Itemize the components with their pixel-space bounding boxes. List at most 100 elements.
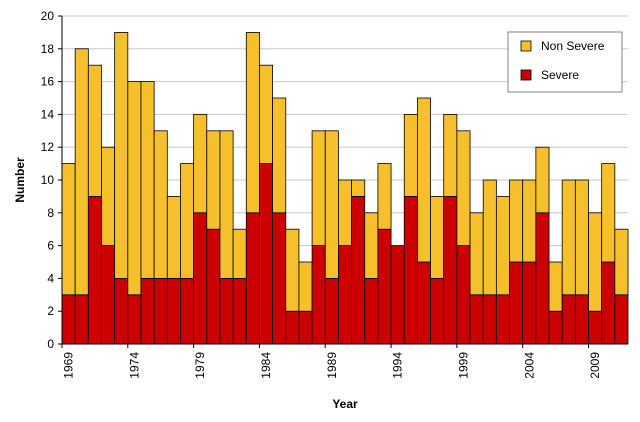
bar-severe-2005 <box>535 212 550 345</box>
bar-severe-1995 <box>403 195 418 345</box>
x-tick-label: 1974 <box>127 352 141 379</box>
bar-severe-1990 <box>338 245 352 345</box>
bar-non-severe-1998 <box>443 114 458 197</box>
x-tick-label: 1984 <box>259 352 273 379</box>
bar-non-severe-1997 <box>430 195 445 279</box>
bar-severe-1986 <box>285 310 300 345</box>
bar-severe-1976 <box>153 277 168 345</box>
bar-non-severe-2000 <box>469 212 484 296</box>
bar-severe-1970 <box>74 294 89 345</box>
bar-non-severe-1988 <box>311 130 326 247</box>
bar-non-severe-2003 <box>509 179 524 263</box>
bar-severe-2008 <box>574 294 589 345</box>
bar-non-severe-1975 <box>140 81 155 279</box>
bar-non-severe-2008 <box>574 179 589 296</box>
bar-non-severe-1981 <box>219 130 234 279</box>
bar-severe-1982 <box>232 277 247 345</box>
bar-non-severe-1971 <box>87 64 102 197</box>
bar-non-severe-2001 <box>482 179 497 296</box>
y-tick-label: 10 <box>41 173 55 187</box>
bar-non-severe-2011 <box>614 228 629 296</box>
x-tick-label: 1994 <box>391 352 405 379</box>
legend-swatch-severe <box>520 69 532 81</box>
bar-non-severe-1976 <box>153 130 168 279</box>
bar-severe-1987 <box>298 310 313 345</box>
bars <box>61 32 629 345</box>
bar-non-severe-1999 <box>456 130 471 247</box>
bar-non-severe-2009 <box>588 212 603 312</box>
y-tick-label: 0 <box>47 337 54 351</box>
bar-severe-1994 <box>390 245 405 345</box>
bar-non-severe-1977 <box>166 195 181 279</box>
bar-severe-1980 <box>206 228 221 345</box>
bar-non-severe-1984 <box>259 64 274 164</box>
bar-severe-1993 <box>377 228 392 345</box>
bar-non-severe-1982 <box>232 228 247 279</box>
bar-non-severe-1991 <box>351 179 366 197</box>
bar-severe-2006 <box>548 310 563 345</box>
bar-severe-2000 <box>469 294 484 345</box>
bar-non-severe-2005 <box>535 146 550 214</box>
bar-severe-1981 <box>219 277 234 345</box>
bar-severe-2007 <box>561 294 576 345</box>
bar-severe-1996 <box>416 261 431 345</box>
legend-label-severe: Severe <box>541 68 579 82</box>
bar-severe-1979 <box>193 212 208 345</box>
bar-severe-1998 <box>443 195 458 345</box>
bar-severe-1975 <box>140 277 155 345</box>
bar-severe-1978 <box>180 277 195 345</box>
y-axis-title: Number <box>13 157 27 203</box>
bar-non-severe-1972 <box>101 146 116 246</box>
x-tick-label: 1979 <box>193 352 207 379</box>
bar-non-severe-1990 <box>338 179 352 246</box>
bar-severe-1991 <box>351 195 366 345</box>
bar-severe-1997 <box>430 277 445 345</box>
bar-non-severe-1985 <box>272 97 287 214</box>
bar-non-severe-1986 <box>285 228 300 312</box>
bar-severe-1989 <box>324 277 339 345</box>
x-tick-label: 2009 <box>588 352 602 379</box>
bar-non-severe-1970 <box>74 48 89 296</box>
bar-non-severe-1995 <box>403 114 418 197</box>
y-tick-label: 16 <box>41 75 55 89</box>
bar-non-severe-1978 <box>180 163 195 279</box>
bar-non-severe-1979 <box>193 114 208 214</box>
bar-severe-1992 <box>364 277 379 345</box>
bar-severe-2009 <box>588 310 603 345</box>
bar-non-severe-1993 <box>377 163 392 230</box>
y-tick-labels: 0 2 4 6 8 10 12 14 16 18 20 <box>41 9 62 351</box>
bar-severe-1973 <box>114 277 129 345</box>
x-tick-label: 1989 <box>325 352 339 379</box>
bar-severe-1999 <box>456 245 471 345</box>
legend-swatch-non-severe <box>520 40 532 52</box>
bar-non-severe-1996 <box>416 97 431 263</box>
bar-severe-2004 <box>522 261 537 345</box>
bar-severe-2011 <box>614 294 629 345</box>
y-tick-label: 6 <box>47 239 54 253</box>
y-tick-label: 12 <box>41 140 55 154</box>
bar-severe-1971 <box>87 195 102 345</box>
x-tick-label: 1969 <box>62 352 76 379</box>
legend: Non Severe Severe <box>507 31 623 93</box>
bar-non-severe-1974 <box>127 81 142 296</box>
bar-non-severe-2006 <box>548 261 563 312</box>
bar-non-severe-1980 <box>206 130 221 230</box>
y-tick-label: 18 <box>41 42 55 56</box>
y-tick-label: 20 <box>41 9 55 23</box>
bar-severe-2003 <box>509 261 524 345</box>
bar-non-severe-1983 <box>245 32 260 214</box>
x-tick-labels: 1969 1974 1979 1984 1989 1994 1999 2004 2009 <box>61 344 602 379</box>
bar-non-severe-1992 <box>364 212 379 279</box>
y-tick-label: 2 <box>47 304 54 318</box>
bar-severe-1972 <box>101 245 116 345</box>
bar-non-severe-2007 <box>561 179 576 296</box>
bar-non-severe-2004 <box>522 179 537 263</box>
x-axis-title: Year <box>332 397 358 411</box>
bar-non-severe-2002 <box>495 195 510 296</box>
bar-severe-1969 <box>61 294 76 345</box>
bar-non-severe-1969 <box>61 163 76 296</box>
legend-label-non-severe: Non Severe <box>541 39 605 53</box>
bar-severe-1984 <box>259 163 274 345</box>
bar-severe-1988 <box>311 245 326 345</box>
